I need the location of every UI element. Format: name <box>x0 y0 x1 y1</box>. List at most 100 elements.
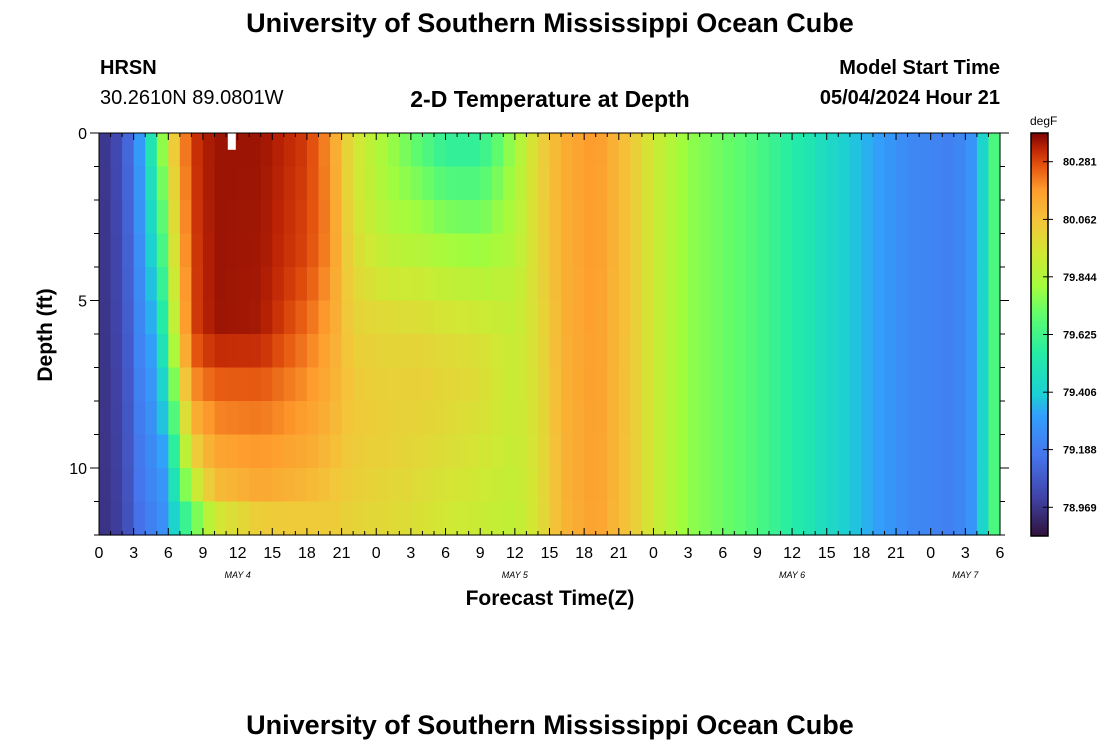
heatmap-cell <box>376 367 389 402</box>
heatmap-cell <box>202 501 216 536</box>
heatmap-cell <box>745 267 759 302</box>
heatmap-cell <box>768 133 782 168</box>
heatmap-cell <box>965 200 978 235</box>
heatmap-cell <box>122 468 135 503</box>
heatmap-cell <box>688 367 701 402</box>
heatmap-cell <box>919 434 932 469</box>
heatmap-cell <box>792 133 805 168</box>
x-tick-label: 21 <box>333 545 351 562</box>
heatmap-cell <box>503 401 516 436</box>
heatmap-cell <box>376 233 389 268</box>
heatmap-cell <box>330 434 343 469</box>
heatmap-cell <box>722 233 735 268</box>
chart-title: 2-D Temperature at Depth <box>410 86 690 112</box>
heatmap-cell <box>399 267 412 302</box>
x-tick-label: 9 <box>199 545 208 562</box>
heatmap-cell <box>561 367 574 402</box>
heatmap-cell <box>815 166 828 201</box>
heatmap-cell <box>318 501 331 536</box>
heatmap-cell <box>260 367 273 402</box>
heatmap-cell <box>433 401 447 436</box>
heatmap-cell <box>410 468 424 503</box>
heatmap-cell <box>965 334 978 369</box>
heatmap-cell <box>976 300 990 335</box>
heatmap-cell <box>237 401 250 436</box>
heatmap-cell <box>110 166 123 201</box>
heatmap-cell <box>757 367 770 402</box>
heatmap-cell <box>792 300 805 335</box>
heatmap-cell <box>584 233 597 268</box>
heatmap-cell <box>722 133 735 168</box>
heatmap-cell <box>618 401 631 436</box>
heatmap-cell <box>341 501 354 536</box>
heatmap-cell <box>607 367 620 402</box>
colorbar-tick-label: 78.969 <box>1063 502 1097 514</box>
heatmap-cell <box>838 434 851 469</box>
heatmap-cell <box>953 434 966 469</box>
heatmap-cell <box>468 267 481 302</box>
heatmap-cell <box>133 401 146 436</box>
heatmap-cell <box>283 401 296 436</box>
heatmap-cell <box>330 367 343 402</box>
heatmap-cell <box>965 233 978 268</box>
heatmap-cell <box>156 133 169 168</box>
heatmap-cell <box>457 133 470 168</box>
heatmap-cell <box>884 334 897 369</box>
heatmap-cell <box>168 468 181 503</box>
heatmap-cell <box>942 133 955 168</box>
heatmap-cell <box>387 401 400 436</box>
heatmap-cell <box>503 367 516 402</box>
heatmap-cell <box>607 334 620 369</box>
heatmap-cell <box>988 501 1001 536</box>
heatmap-cell <box>260 200 273 235</box>
heatmap-cell <box>491 133 504 168</box>
heatmap-cell <box>792 233 805 268</box>
heatmap-cell <box>896 300 909 335</box>
heatmap-cell <box>734 300 747 335</box>
heatmap-cell <box>861 166 874 201</box>
heatmap-cell <box>457 434 470 469</box>
heatmap-cell <box>942 200 955 235</box>
heatmap-cell <box>306 434 320 469</box>
heatmap-cell <box>514 401 527 436</box>
heatmap-cell <box>514 233 527 268</box>
heatmap-cell <box>249 501 262 536</box>
x-tick-label: 15 <box>541 545 559 562</box>
heatmap-cell <box>272 300 285 335</box>
heatmap-cell <box>445 468 458 503</box>
heatmap-cell <box>422 501 435 536</box>
heatmap-cell <box>514 334 527 369</box>
day-label: MAY 6 <box>779 570 805 580</box>
heatmap-cell <box>457 367 470 402</box>
heatmap-cell <box>815 468 828 503</box>
heatmap-cell <box>630 133 643 168</box>
heatmap-cell <box>306 233 320 268</box>
heatmap-cell <box>503 334 516 369</box>
heatmap-cell <box>503 200 516 235</box>
heatmap-cell <box>953 501 966 536</box>
heatmap-cell <box>295 300 308 335</box>
heatmap-cell <box>422 468 435 503</box>
heatmap-cell <box>468 166 481 201</box>
heatmap-cell <box>815 401 828 436</box>
heatmap-cell <box>445 434 458 469</box>
heatmap-cell <box>145 133 158 168</box>
heatmap-cell <box>976 367 990 402</box>
heatmap-cell <box>168 434 181 469</box>
heatmap-cell <box>976 334 990 369</box>
heatmap-cell <box>942 401 955 436</box>
heatmap-cell <box>168 267 181 302</box>
heatmap-cell <box>226 501 239 536</box>
heatmap-cell <box>988 300 1001 335</box>
x-tick-label: 6 <box>718 545 727 562</box>
heatmap-cell <box>872 367 886 402</box>
heatmap-cell <box>260 233 273 268</box>
heatmap-cell <box>780 200 793 235</box>
heatmap-cell <box>283 334 296 369</box>
heatmap-cell <box>457 468 470 503</box>
heatmap-cell <box>618 166 631 201</box>
heatmap-cell <box>237 334 250 369</box>
heatmap-cell <box>792 166 805 201</box>
heatmap-cell <box>734 133 747 168</box>
heatmap-cell <box>526 334 539 369</box>
